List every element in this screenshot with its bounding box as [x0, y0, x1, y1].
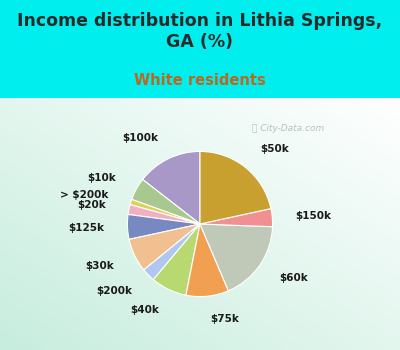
Text: $50k: $50k — [260, 145, 289, 154]
Text: White residents: White residents — [134, 73, 266, 88]
Text: > $200k: > $200k — [60, 190, 109, 200]
Text: $20k: $20k — [77, 200, 106, 210]
Text: ⓘ City-Data.com: ⓘ City-Data.com — [252, 124, 324, 133]
Wedge shape — [186, 224, 228, 296]
Text: $60k: $60k — [279, 273, 308, 284]
Wedge shape — [132, 180, 200, 224]
Text: $75k: $75k — [210, 314, 239, 324]
Wedge shape — [129, 224, 200, 270]
Text: $40k: $40k — [130, 306, 159, 315]
Wedge shape — [200, 224, 272, 291]
Wedge shape — [200, 209, 272, 227]
Text: $125k: $125k — [68, 223, 104, 233]
Wedge shape — [128, 215, 200, 239]
Wedge shape — [130, 199, 200, 224]
Wedge shape — [153, 224, 200, 295]
Text: $150k: $150k — [296, 211, 332, 220]
Wedge shape — [143, 152, 200, 224]
Wedge shape — [200, 152, 271, 224]
Text: $30k: $30k — [85, 261, 114, 271]
Text: Income distribution in Lithia Springs,
GA (%): Income distribution in Lithia Springs, G… — [18, 12, 382, 50]
Wedge shape — [128, 205, 200, 224]
Wedge shape — [144, 224, 200, 280]
Text: $200k: $200k — [96, 286, 132, 296]
Text: $10k: $10k — [87, 173, 116, 183]
Text: $100k: $100k — [122, 133, 158, 143]
